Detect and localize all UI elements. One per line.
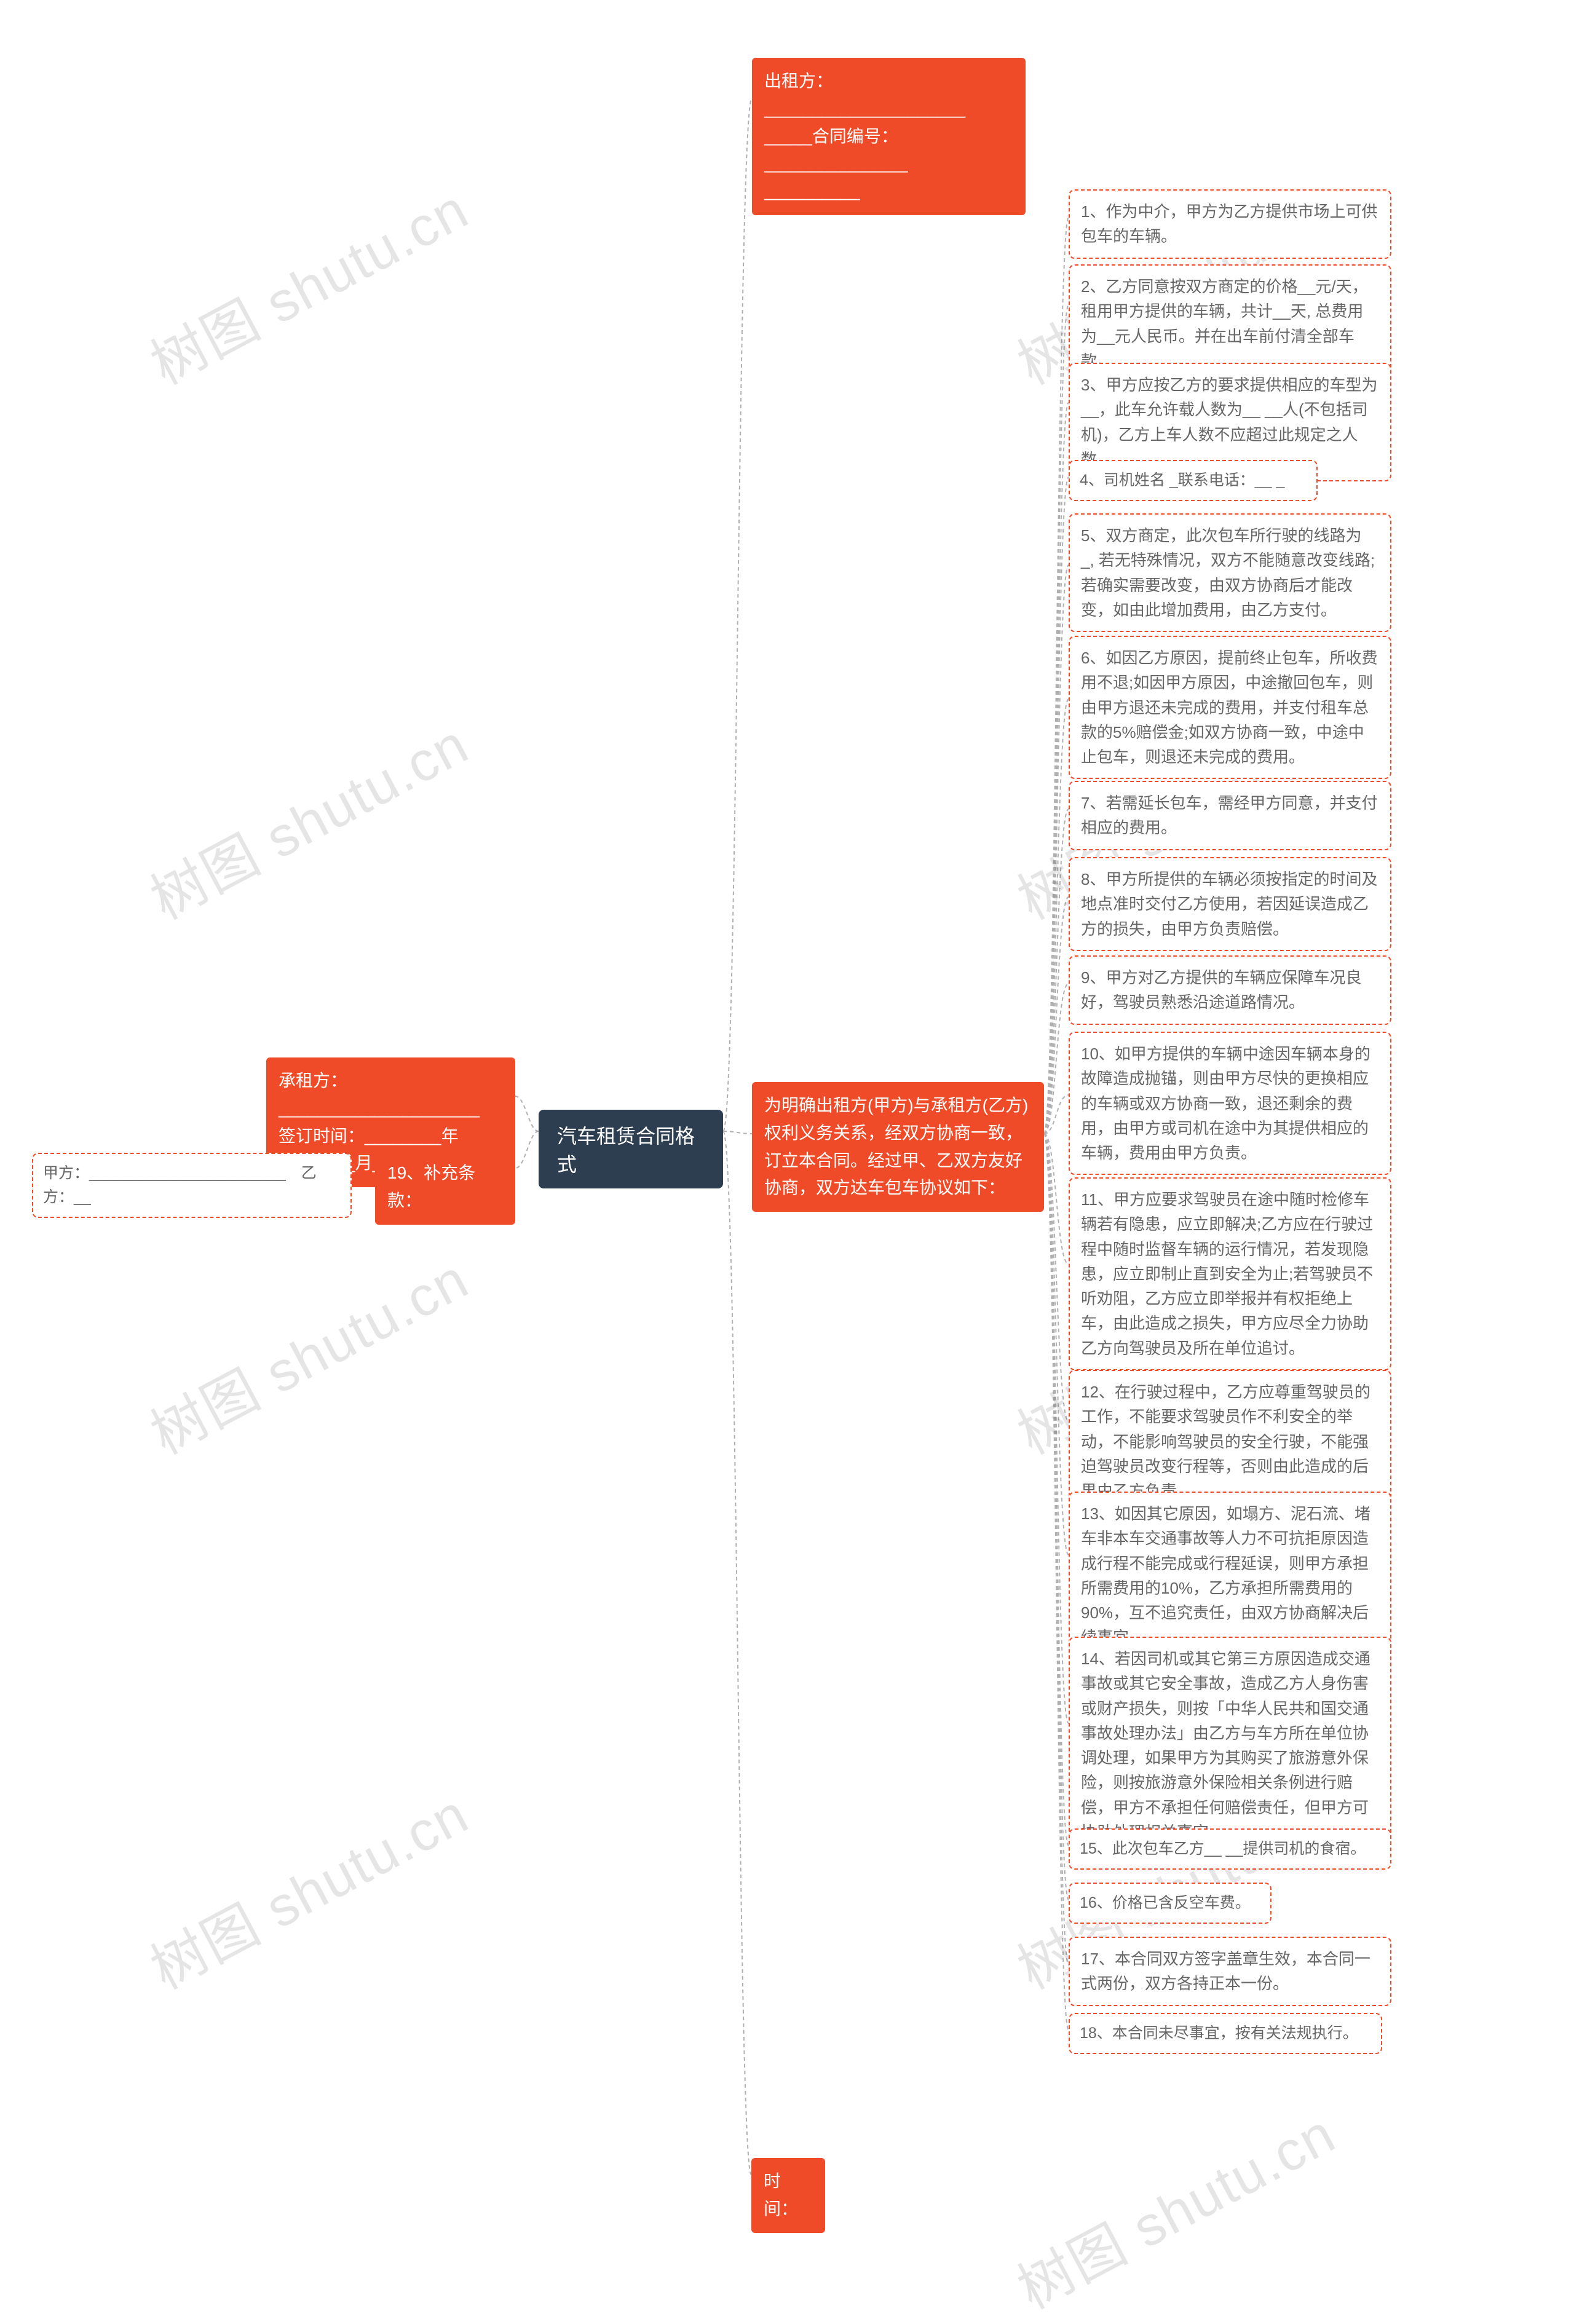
root-node[interactable]: 汽车租赁合同格式 bbox=[539, 1110, 723, 1188]
clause-18[interactable]: 18、本合同未尽事宜，按有关法规执行。 bbox=[1069, 2013, 1382, 2054]
clause-17[interactable]: 17、本合同双方签字盖章生效，本合同一式两份，双方各持正本一份。 bbox=[1069, 1937, 1391, 2006]
clause-11[interactable]: 11、甲方应要求驾驶员在途中随时检修车辆若有隐患，应立即解决;乙方应在行驶过程中… bbox=[1069, 1177, 1391, 1370]
watermark: 树图 shutu.cn bbox=[135, 165, 480, 400]
branch-agreement-intro[interactable]: 为明确出租方(甲方)与承租方(乙方)权利义务关系，经双方协商一致，订立本合同。经… bbox=[752, 1082, 1044, 1212]
clause-9[interactable]: 9、甲方对乙方提供的车辆应保障车况良好，驾驶员熟悉沿途道路情况。 bbox=[1069, 955, 1391, 1025]
branch-time[interactable]: 时间： bbox=[751, 2158, 825, 2233]
clause-15[interactable]: 15、此次包车乙方__ __提供司机的食宿。 bbox=[1069, 1828, 1391, 1870]
branch-supplement[interactable]: 19、补充条款： bbox=[375, 1150, 515, 1225]
mindmap-canvas: 树图 shutu.cn 树图 shutu.cn 树图 shutu.cn 树图 s… bbox=[0, 0, 1574, 2263]
clause-7[interactable]: 7、若需延长包车，需经甲方同意，并支付相应的费用。 bbox=[1069, 781, 1391, 850]
branch-lessor[interactable]: 出租方：__________________________合同编号：_____… bbox=[752, 58, 1026, 215]
clause-8[interactable]: 8、甲方所提供的车辆必须按指定的时间及地点准时交付乙方使用，若因延误造成乙方的损… bbox=[1069, 857, 1391, 951]
clause-14[interactable]: 14、若因司机或其它第三方原因造成交通事故或其它安全事故，造成乙方人身伤害或财产… bbox=[1069, 1637, 1391, 1854]
clause-16[interactable]: 16、价格已含反空车费。 bbox=[1069, 1883, 1271, 1924]
clause-13[interactable]: 13、如因其它原因，如塌方、泥石流、堵车非本车交通事故等人力不可抗拒原因造成行程… bbox=[1069, 1492, 1391, 1660]
clause-1[interactable]: 1、作为中介，甲方为乙方提供市场上可供包车的车辆。 bbox=[1069, 189, 1391, 259]
clause-4[interactable]: 4、司机姓名 _联系电话：__ _ bbox=[1069, 460, 1318, 501]
watermark: 树图 shutu.cn bbox=[135, 700, 480, 935]
clause-6[interactable]: 6、如因乙方原因，提前终止包车，所收费用不退;如因甲方原因，中途撤回包车，则由甲… bbox=[1069, 636, 1391, 779]
leaf-signatures[interactable]: 甲方：_______________________ 乙方：__ bbox=[32, 1153, 352, 1218]
watermark: 树图 shutu.cn bbox=[1002, 2090, 1347, 2324]
clause-5[interactable]: 5、双方商定，此次包车所行驶的线路为 _, 若无特殊情况，双方不能随意改变线路;… bbox=[1069, 513, 1391, 632]
clause-10[interactable]: 10、如甲方提供的车辆中途因车辆本身的故障造成抛锚，则由甲方尽快的更换相应的车辆… bbox=[1069, 1032, 1391, 1175]
watermark: 树图 shutu.cn bbox=[135, 1770, 480, 2004]
watermark: 树图 shutu.cn bbox=[135, 1235, 480, 1469]
